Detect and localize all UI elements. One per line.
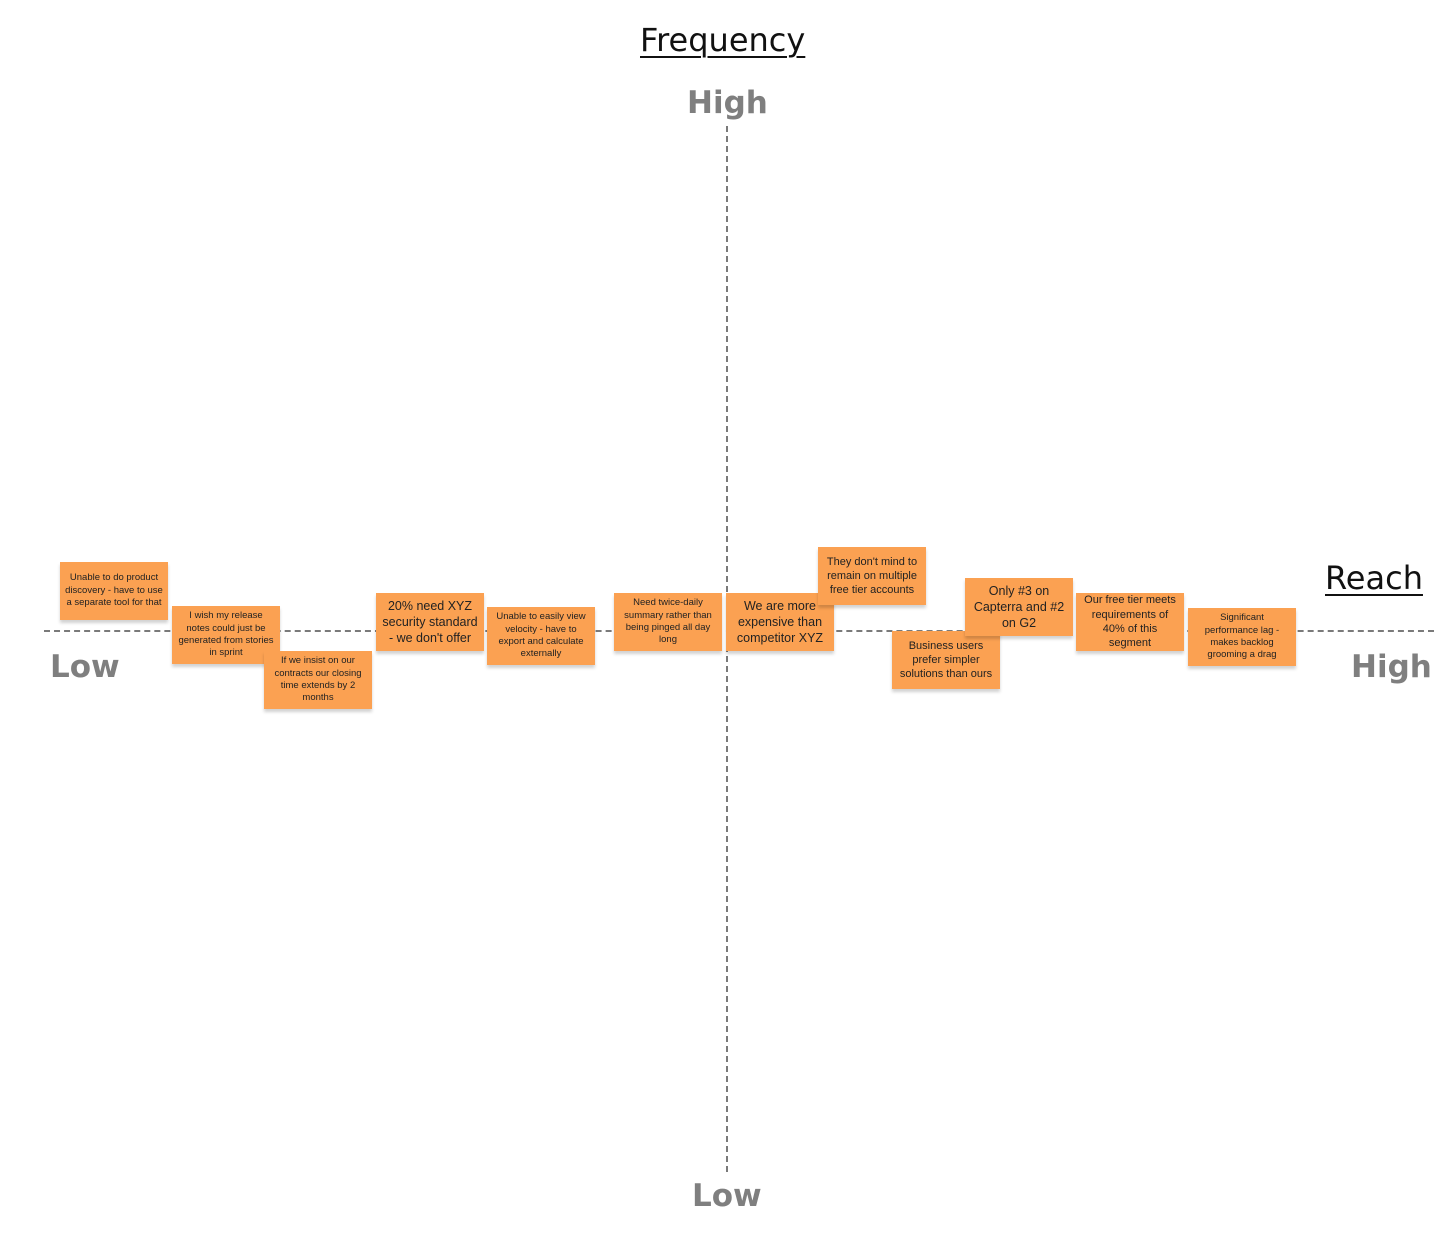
frequency-low-label: Low: [692, 1178, 762, 1214]
sticky-note-closing-time[interactable]: If we insist on our contracts our closin…: [264, 651, 372, 709]
reach-axis-title: Reach: [1325, 559, 1423, 597]
sticky-note-free-tier-requirements[interactable]: Our free tier meets requirements of 40% …: [1076, 593, 1184, 651]
sticky-note-performance-lag[interactable]: Significant performance lag - makes back…: [1188, 608, 1296, 666]
sticky-note-capterra-g2[interactable]: Only #3 on Capterra and #2 on G2: [965, 578, 1073, 636]
sticky-note-more-expensive[interactable]: We are more expensive than competitor XY…: [726, 593, 834, 651]
reach-high-label: High: [1351, 649, 1432, 685]
frequency-high-label: High: [687, 85, 768, 121]
sticky-note-velocity[interactable]: Unable to easily view velocity - have to…: [487, 607, 595, 665]
sticky-note-security-standard[interactable]: 20% need XYZ security standard - we don'…: [376, 593, 484, 651]
sticky-note-simpler-solutions[interactable]: Business users prefer simpler solutions …: [892, 631, 1000, 689]
frequency-axis-title: Frequency: [640, 21, 806, 59]
reach-low-label: Low: [50, 649, 120, 685]
sticky-note-product-discovery[interactable]: Unable to do product discovery - have to…: [60, 562, 168, 620]
sticky-note-release-notes[interactable]: I wish my release notes could just be ge…: [172, 606, 280, 664]
sticky-note-twice-daily-summary[interactable]: Need twice-daily summary rather than bei…: [614, 593, 722, 651]
sticky-note-free-tier-accounts[interactable]: They don't mind to remain on multiple fr…: [818, 547, 926, 605]
